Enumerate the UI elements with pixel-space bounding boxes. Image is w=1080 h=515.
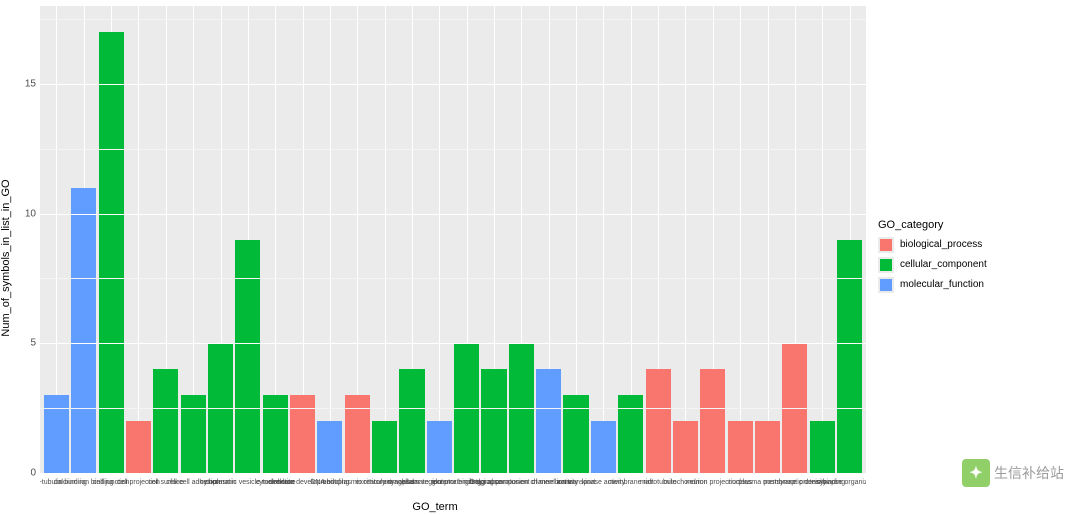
grid-line: [40, 473, 866, 474]
bar: [536, 369, 561, 473]
bar: [618, 395, 643, 473]
x-tick-labels: beta-tubulin bindingcalcium ion bindingc…: [40, 475, 866, 497]
grid-line: [40, 214, 866, 215]
legend-key-swatch: [880, 279, 892, 291]
bar: [153, 369, 178, 473]
bar: [263, 395, 288, 473]
grid-line-minor: [40, 278, 866, 279]
grid-line-minor: [40, 19, 866, 20]
bar: [563, 395, 588, 473]
bar: [673, 421, 698, 473]
grid-line: [40, 343, 866, 344]
y-tick-label: 0: [12, 468, 36, 479]
legend-key: [878, 277, 894, 293]
plot-area: Num_of_symbols_in_list_in_GO 051015 beta…: [0, 0, 870, 515]
legend-item: cellular_component: [878, 257, 987, 273]
bar: [235, 240, 260, 474]
y-tick-label: 10: [12, 208, 36, 219]
bar: [317, 421, 342, 473]
bar: [427, 421, 452, 473]
bar: [646, 369, 671, 473]
bar: [591, 421, 616, 473]
bar: [837, 240, 862, 474]
bar: [126, 421, 151, 473]
grid-line: [40, 84, 866, 85]
legend-label: molecular_function: [900, 279, 984, 290]
bar: [755, 421, 780, 473]
bar: [99, 32, 124, 473]
x-axis-label: GO_term: [412, 501, 457, 513]
legend: GO_category biological_process cellular_c…: [870, 219, 987, 297]
bar: [481, 369, 506, 473]
bar: [345, 395, 370, 473]
legend-item: molecular_function: [878, 277, 987, 293]
legend-key-swatch: [880, 259, 892, 271]
bar: [810, 421, 835, 473]
legend-label: biological_process: [900, 239, 982, 250]
bar: [399, 369, 424, 473]
y-tick-label: 5: [12, 338, 36, 349]
y-axis-label: Num_of_symbols_in_list_in_GO: [0, 179, 12, 336]
legend-key-swatch: [880, 239, 892, 251]
bar: [372, 421, 397, 473]
bars-container: [40, 6, 866, 473]
legend-area: GO_category biological_process cellular_c…: [870, 0, 1080, 515]
bar: [71, 188, 96, 473]
watermark-glyph: ✦: [969, 463, 982, 483]
bar: [728, 421, 753, 473]
legend-label: cellular_component: [900, 259, 987, 270]
go-bar-chart: Num_of_symbols_in_list_in_GO 051015 beta…: [0, 0, 1080, 515]
y-tick-label: 15: [12, 78, 36, 89]
plot-panel: 051015: [40, 6, 866, 473]
legend-key: [878, 237, 894, 253]
legend-items: biological_process cellular_componentmole…: [878, 237, 987, 293]
watermark: ✦ 生信补给站: [962, 459, 1064, 487]
legend-title: GO_category: [878, 219, 987, 231]
bar: [44, 395, 69, 473]
bar: [290, 395, 315, 473]
wechat-icon: ✦: [962, 459, 990, 487]
grid-line-minor: [40, 149, 866, 150]
grid-line-minor: [40, 408, 866, 409]
legend-item: biological_process: [878, 237, 987, 253]
x-tick-label: synapse organization: [817, 479, 867, 486]
watermark-text: 生信补给站: [994, 463, 1064, 483]
legend-key: [878, 257, 894, 273]
bar: [181, 395, 206, 473]
bar: [700, 369, 725, 473]
